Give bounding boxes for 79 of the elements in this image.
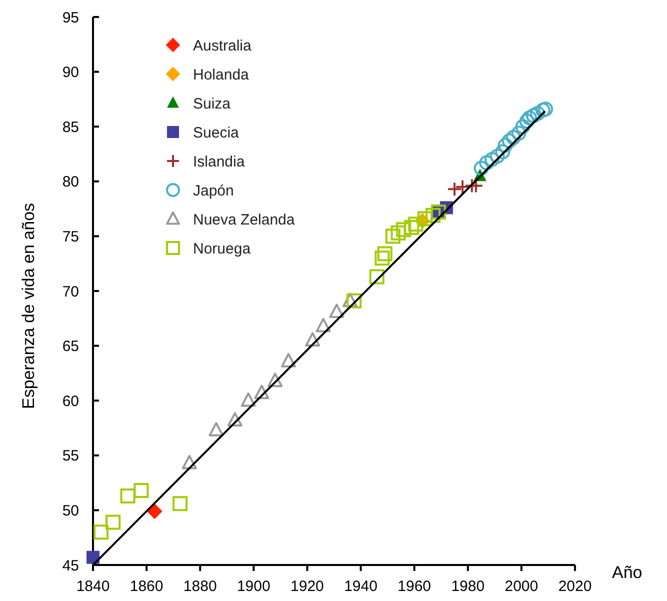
- point: [479, 155, 494, 170]
- point: [120, 488, 136, 504]
- point: [342, 292, 358, 308]
- y-tick-label: 95: [62, 9, 79, 26]
- legend-label: Japón: [193, 182, 234, 200]
- point: [182, 454, 197, 470]
- x-tick-label: 1940: [344, 578, 378, 595]
- point: [316, 318, 331, 332]
- point: [94, 524, 109, 540]
- y-tick-label: 60: [62, 392, 79, 410]
- point: [390, 225, 406, 240]
- legend-label: Australia: [193, 37, 252, 54]
- point: [377, 246, 392, 262]
- point: [418, 211, 433, 226]
- x-tick-label: 2000: [504, 578, 538, 595]
- x-axis-title: Año: [612, 563, 642, 582]
- point: [490, 148, 505, 164]
- point: [86, 550, 100, 564]
- point: [526, 108, 541, 124]
- x-tick-label: 1960: [398, 578, 432, 595]
- point: [305, 332, 320, 347]
- y-tick-label: 55: [62, 448, 79, 465]
- point: [134, 482, 149, 498]
- point: [227, 412, 242, 427]
- point: [474, 160, 489, 176]
- legend-label: Suecia: [193, 124, 240, 142]
- y-axis-title: Esperanza de vida en años: [19, 202, 38, 410]
- point: [146, 503, 162, 520]
- y-tick-label: 70: [62, 283, 79, 300]
- point: [404, 220, 420, 235]
- point: [172, 496, 188, 512]
- point: [538, 102, 554, 117]
- x-tick-label: 1840: [76, 578, 110, 595]
- point: [329, 304, 344, 318]
- point: [522, 110, 537, 126]
- point: [374, 250, 390, 266]
- legend-label: Islandia: [193, 153, 246, 170]
- point: [519, 114, 534, 129]
- y-tick-label: 50: [62, 502, 79, 520]
- x-tick-label: 1880: [183, 578, 217, 595]
- point: [385, 228, 400, 244]
- x-tick-label: 1860: [130, 578, 164, 595]
- x-tick-label: 2020: [558, 578, 592, 595]
- point: [468, 178, 484, 194]
- legend-label: Nueva Zelanda: [193, 211, 296, 228]
- y-tick-label: 90: [62, 64, 79, 82]
- point: [369, 269, 384, 284]
- point: [447, 182, 462, 197]
- point: [208, 422, 224, 436]
- point: [498, 138, 513, 153]
- point: [455, 179, 470, 194]
- legend-label: Holanda: [193, 66, 250, 84]
- point: [502, 133, 517, 148]
- y-tick-label: 65: [62, 338, 79, 356]
- y-tick-label: 80: [62, 174, 79, 191]
- point: [254, 384, 270, 400]
- point: [280, 352, 296, 368]
- y-tick-label: 85: [62, 118, 79, 136]
- point: [426, 208, 441, 223]
- point: [506, 130, 521, 146]
- y-tick-label: 75: [62, 228, 79, 246]
- point: [408, 216, 424, 232]
- point: [484, 152, 500, 167]
- legend-label: Noruega: [193, 240, 252, 258]
- legend-label: Suiza: [193, 95, 232, 112]
- point: [535, 102, 550, 118]
- y-tick-label: 45: [62, 557, 79, 574]
- point: [240, 392, 256, 407]
- point: [530, 106, 546, 121]
- x-tick-label: 1900: [236, 578, 270, 595]
- point: [106, 514, 121, 530]
- point: [268, 372, 283, 388]
- x-tick-label: 1980: [451, 578, 485, 595]
- point: [515, 119, 530, 134]
- point: [495, 144, 510, 160]
- point: [346, 293, 362, 308]
- point: [511, 126, 526, 141]
- x-tick-label: 1920: [290, 578, 324, 595]
- point: [396, 222, 412, 238]
